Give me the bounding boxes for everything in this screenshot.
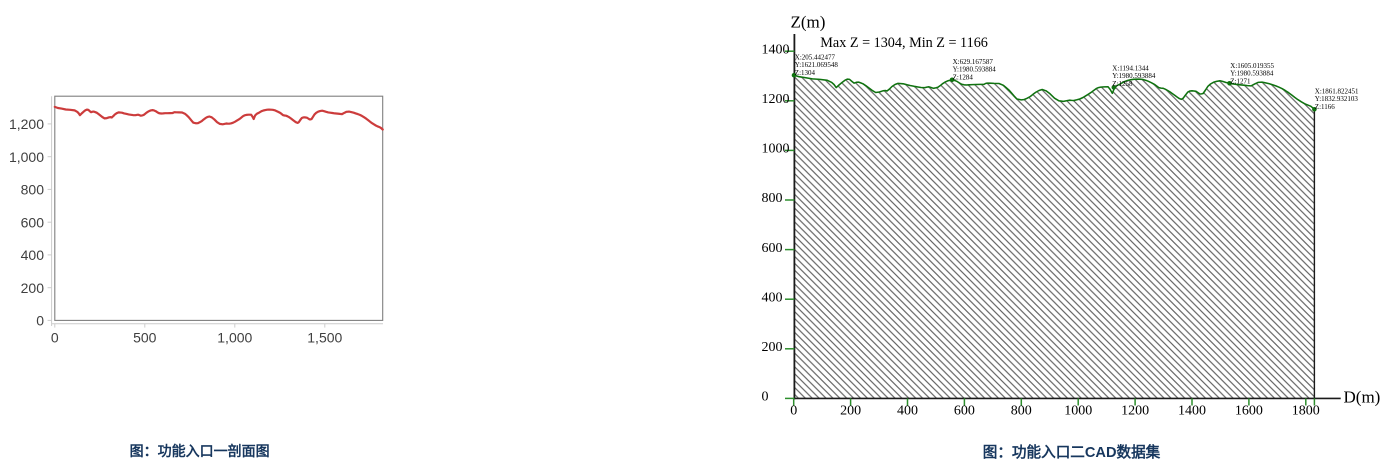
svg-text:0: 0 [51, 330, 59, 346]
svg-text:Y:1980.593884: Y:1980.593884 [1230, 70, 1274, 78]
svg-text:1,500: 1,500 [307, 330, 342, 346]
svg-text:Z:1166: Z:1166 [1315, 103, 1335, 111]
svg-text:Z:1271: Z:1271 [1230, 78, 1251, 86]
svg-text:500: 500 [133, 330, 157, 346]
svg-text:Y:1832.932103: Y:1832.932103 [1315, 95, 1359, 103]
svg-text:800: 800 [1011, 404, 1032, 419]
svg-text:200: 200 [21, 280, 45, 296]
svg-text:400: 400 [21, 247, 45, 263]
svg-text:800: 800 [762, 191, 783, 206]
svg-text:Z:1304: Z:1304 [795, 69, 816, 77]
svg-text:1200: 1200 [762, 92, 790, 107]
svg-text:600: 600 [21, 214, 45, 230]
svg-text:D(m): D(m) [1344, 387, 1381, 406]
svg-text:0: 0 [36, 313, 44, 329]
svg-text:Y:1980.593884: Y:1980.593884 [953, 66, 997, 74]
svg-text:X:1194.1344: X:1194.1344 [1112, 64, 1149, 72]
svg-text:600: 600 [762, 241, 783, 256]
svg-text:X:1605.019355: X:1605.019355 [1230, 62, 1274, 70]
svg-text:1,200: 1,200 [9, 116, 44, 132]
svg-text:1000: 1000 [762, 142, 790, 157]
svg-text:X:629.167587: X:629.167587 [953, 58, 994, 66]
svg-text:400: 400 [897, 404, 918, 419]
svg-text:1800: 1800 [1292, 404, 1320, 419]
svg-text:0: 0 [790, 404, 797, 419]
svg-text:0: 0 [762, 390, 769, 405]
svg-text:Z:1258: Z:1258 [1112, 80, 1133, 88]
svg-text:1,000: 1,000 [217, 330, 252, 346]
svg-text:1000: 1000 [1064, 404, 1092, 419]
svg-text:200: 200 [762, 340, 783, 355]
svg-text:800: 800 [21, 182, 45, 198]
svg-text:X:1861.822451: X:1861.822451 [1315, 87, 1359, 95]
svg-text:1600: 1600 [1235, 404, 1263, 419]
svg-text:Z(m): Z(m) [791, 13, 826, 32]
svg-text:Y:1980.593884: Y:1980.593884 [1112, 72, 1156, 80]
svg-text:1200: 1200 [1121, 404, 1149, 419]
svg-text:Y:1621.069548: Y:1621.069548 [795, 61, 839, 69]
svg-text:600: 600 [954, 404, 975, 419]
svg-text:Max Z = 1304, Min Z = 1166: Max Z = 1304, Min Z = 1166 [820, 35, 988, 51]
svg-text:200: 200 [840, 404, 861, 419]
svg-text:1400: 1400 [762, 42, 790, 57]
svg-text:400: 400 [762, 290, 783, 305]
svg-text:1,000: 1,000 [9, 149, 44, 165]
svg-text:1400: 1400 [1178, 404, 1206, 419]
svg-text:Z:1284: Z:1284 [953, 74, 974, 82]
svg-text:X:205.442477: X:205.442477 [795, 53, 836, 61]
